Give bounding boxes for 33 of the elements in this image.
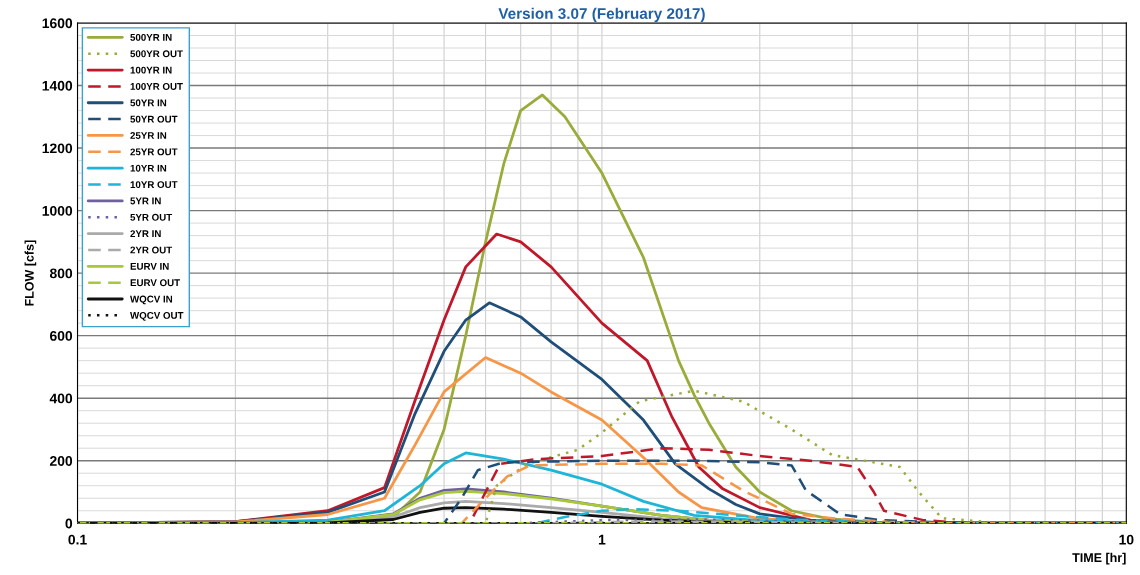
legend-label: 5YR IN xyxy=(130,197,161,205)
legend-label: WQCV IN xyxy=(130,295,173,305)
legend-label: 5YR OUT xyxy=(130,213,173,221)
legend-label: 100YR IN xyxy=(130,66,172,74)
legend-label: 2YR IN xyxy=(130,230,161,237)
legend-label: 10YR OUT xyxy=(130,181,178,189)
legend-label: WQCV OUT xyxy=(130,311,184,321)
y-tick-label: 1000 xyxy=(42,205,73,216)
legend-label: 10YR IN xyxy=(130,164,167,172)
y-tick-label: 600 xyxy=(50,330,73,341)
y-axis-title: FLOW [cfs] xyxy=(24,240,37,306)
legend-label: 25YR IN xyxy=(130,132,167,139)
legend-label: 50YR IN xyxy=(130,99,167,107)
y-tick-label: 800 xyxy=(49,268,73,279)
legend-label: 100YR OUT xyxy=(130,83,183,90)
legend-label: 50YR OUT xyxy=(130,115,178,123)
y-tick-label: 200 xyxy=(49,456,73,466)
legend-label: EURV OUT xyxy=(130,279,180,287)
x-tick-label: 0.1 xyxy=(68,534,87,545)
x-tick-label: 1 xyxy=(598,534,606,545)
y-tick-label: 1400 xyxy=(42,80,73,91)
chart-title: Version 3.07 (February 2017) xyxy=(498,7,705,22)
y-tick-label: 1600 xyxy=(42,18,73,29)
y-tick-label: 1200 xyxy=(42,143,73,154)
y-tick-label: 0 xyxy=(65,518,73,529)
legend-label: 25YR OUT xyxy=(130,148,178,156)
legend-label: 500YR IN xyxy=(130,33,172,41)
legend-label: 2YR OUT xyxy=(130,246,173,254)
legend-label: 500YR OUT xyxy=(130,50,183,58)
legend-label: EURV IN xyxy=(130,263,169,270)
x-tick-label: 10 xyxy=(1119,534,1134,545)
x-axis-title: TIME [hr] xyxy=(1072,552,1126,565)
y-tick-label: 400 xyxy=(49,393,73,404)
